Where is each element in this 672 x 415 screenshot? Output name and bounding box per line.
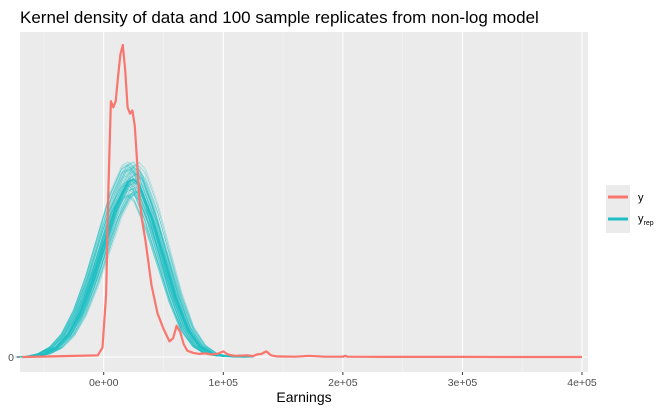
replicate-density-line bbox=[25, 170, 250, 358]
replicate-density-line bbox=[16, 168, 242, 358]
x-tick-label: 3e+05 bbox=[448, 377, 478, 389]
replicate-density-line bbox=[28, 189, 254, 358]
legend-key-background bbox=[606, 185, 630, 233]
replicate-density-line bbox=[16, 187, 242, 358]
replicate-density-line bbox=[15, 169, 241, 358]
replicate-density-line bbox=[24, 190, 250, 358]
replicate-density-line bbox=[27, 162, 253, 358]
replicate-density-line bbox=[17, 194, 243, 358]
legend-label-y-rep-main: y bbox=[638, 213, 644, 225]
replicate-density-line bbox=[24, 186, 250, 358]
replicate-density-line bbox=[18, 182, 244, 358]
replicate-density-line bbox=[18, 188, 244, 358]
replicate-density-line bbox=[17, 195, 243, 358]
replicate-density-line bbox=[24, 173, 250, 358]
replicate-density-line bbox=[19, 179, 245, 358]
chart-title: Kernel density of data and 100 sample re… bbox=[20, 8, 539, 27]
legend-label-y-rep: yrep bbox=[638, 213, 654, 227]
replicate-density-line bbox=[18, 165, 244, 358]
replicate-density-line bbox=[17, 169, 243, 358]
replicate-density-line bbox=[26, 191, 252, 358]
replicate-density-line bbox=[19, 183, 245, 358]
replicate-density-line bbox=[17, 161, 243, 358]
replicate-density-line bbox=[20, 163, 245, 358]
legend-label-y-rep-subscript: rep bbox=[644, 220, 654, 227]
replicate-density-line bbox=[25, 171, 251, 358]
replicate-density-line bbox=[19, 168, 245, 358]
replicate-density-line bbox=[16, 165, 242, 358]
x-tick-label: 4e+05 bbox=[567, 377, 597, 389]
replicate-density-line bbox=[24, 165, 250, 358]
replicate-density-line bbox=[27, 170, 253, 358]
x-axis-label: Earnings bbox=[276, 389, 331, 405]
replicate-density-line bbox=[25, 192, 251, 358]
replicate-density-line bbox=[25, 173, 251, 358]
x-tick-label: 0e+00 bbox=[89, 377, 119, 389]
replicate-density-line bbox=[28, 162, 254, 358]
replicate-density-line bbox=[18, 162, 244, 358]
legend-label-y: y bbox=[638, 192, 644, 204]
replicate-density-line bbox=[17, 196, 243, 358]
replicate-density-line bbox=[16, 194, 242, 358]
replicate-density-line bbox=[16, 195, 242, 358]
replicate-density-line bbox=[24, 191, 250, 358]
replicate-density-line bbox=[20, 184, 246, 358]
series-layer bbox=[15, 43, 582, 359]
x-tick-label: 1e+05 bbox=[209, 377, 239, 389]
replicate-density-line bbox=[15, 191, 241, 358]
replicate-density-line bbox=[24, 193, 250, 358]
replicate-density-center-line bbox=[22, 178, 248, 358]
x-tick-label: 2e+05 bbox=[328, 377, 358, 389]
replicate-density-line bbox=[18, 186, 244, 358]
replicate-density-line bbox=[16, 161, 242, 358]
replicate-density-line bbox=[28, 165, 254, 358]
legend: y yrep bbox=[606, 185, 654, 233]
minor-grid bbox=[43, 32, 523, 372]
observed-density-line bbox=[22, 43, 582, 359]
replicate-density-line bbox=[28, 172, 254, 358]
replicate-density-line bbox=[24, 190, 250, 358]
replicate-density-line bbox=[19, 183, 244, 358]
replicate-density-line bbox=[24, 182, 250, 358]
legend-label-y-main: y bbox=[638, 192, 644, 204]
replicate-density-line bbox=[29, 176, 255, 358]
replicate-density-line bbox=[16, 163, 242, 358]
axes: 0e+00 1e+05 2e+05 3e+05 4e+05 0 bbox=[8, 352, 597, 389]
replicate-density-line bbox=[17, 188, 243, 358]
replicate-density-line bbox=[16, 164, 242, 358]
plot-panel bbox=[20, 32, 588, 372]
replicate-density-line bbox=[19, 169, 244, 358]
replicate-density-line bbox=[15, 175, 241, 358]
replicate-density-line bbox=[16, 165, 242, 358]
replicate-density-line bbox=[24, 178, 250, 358]
replicate-density-line bbox=[18, 167, 244, 358]
y-tick-label: 0 bbox=[8, 352, 14, 364]
replicate-density-line bbox=[17, 185, 243, 358]
